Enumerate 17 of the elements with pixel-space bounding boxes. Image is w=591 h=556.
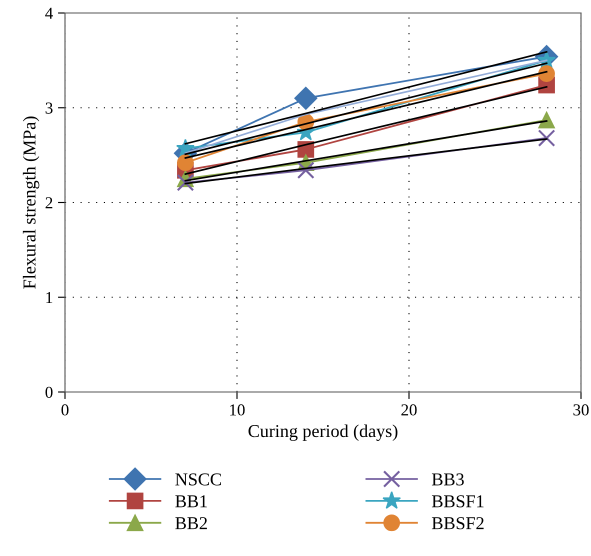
x-tick-label: 20: [401, 404, 417, 416]
legend-label: BB3: [432, 473, 464, 486]
legend-label: BB2: [175, 517, 207, 530]
legend-label: BBSF2: [432, 517, 484, 530]
legend-label: BB1: [175, 495, 207, 508]
y-tick-label: 0: [45, 386, 53, 398]
x-tick-label: 10: [230, 404, 245, 416]
y-axis-title: Flexural strength (MPa): [22, 116, 40, 289]
legend-label: NSCC: [175, 473, 221, 486]
y-tick-label: 1: [46, 292, 52, 304]
y-tick-label: 4: [45, 8, 53, 19]
y-tick-label: 2: [46, 197, 52, 208]
x-tick-label: 0: [61, 404, 69, 416]
legend-label: BBSF1: [432, 495, 484, 508]
x-tick-label: 30: [573, 404, 589, 416]
x-axis-title: Curing period (days): [248, 424, 398, 441]
y-tick-label: 3: [46, 102, 53, 114]
